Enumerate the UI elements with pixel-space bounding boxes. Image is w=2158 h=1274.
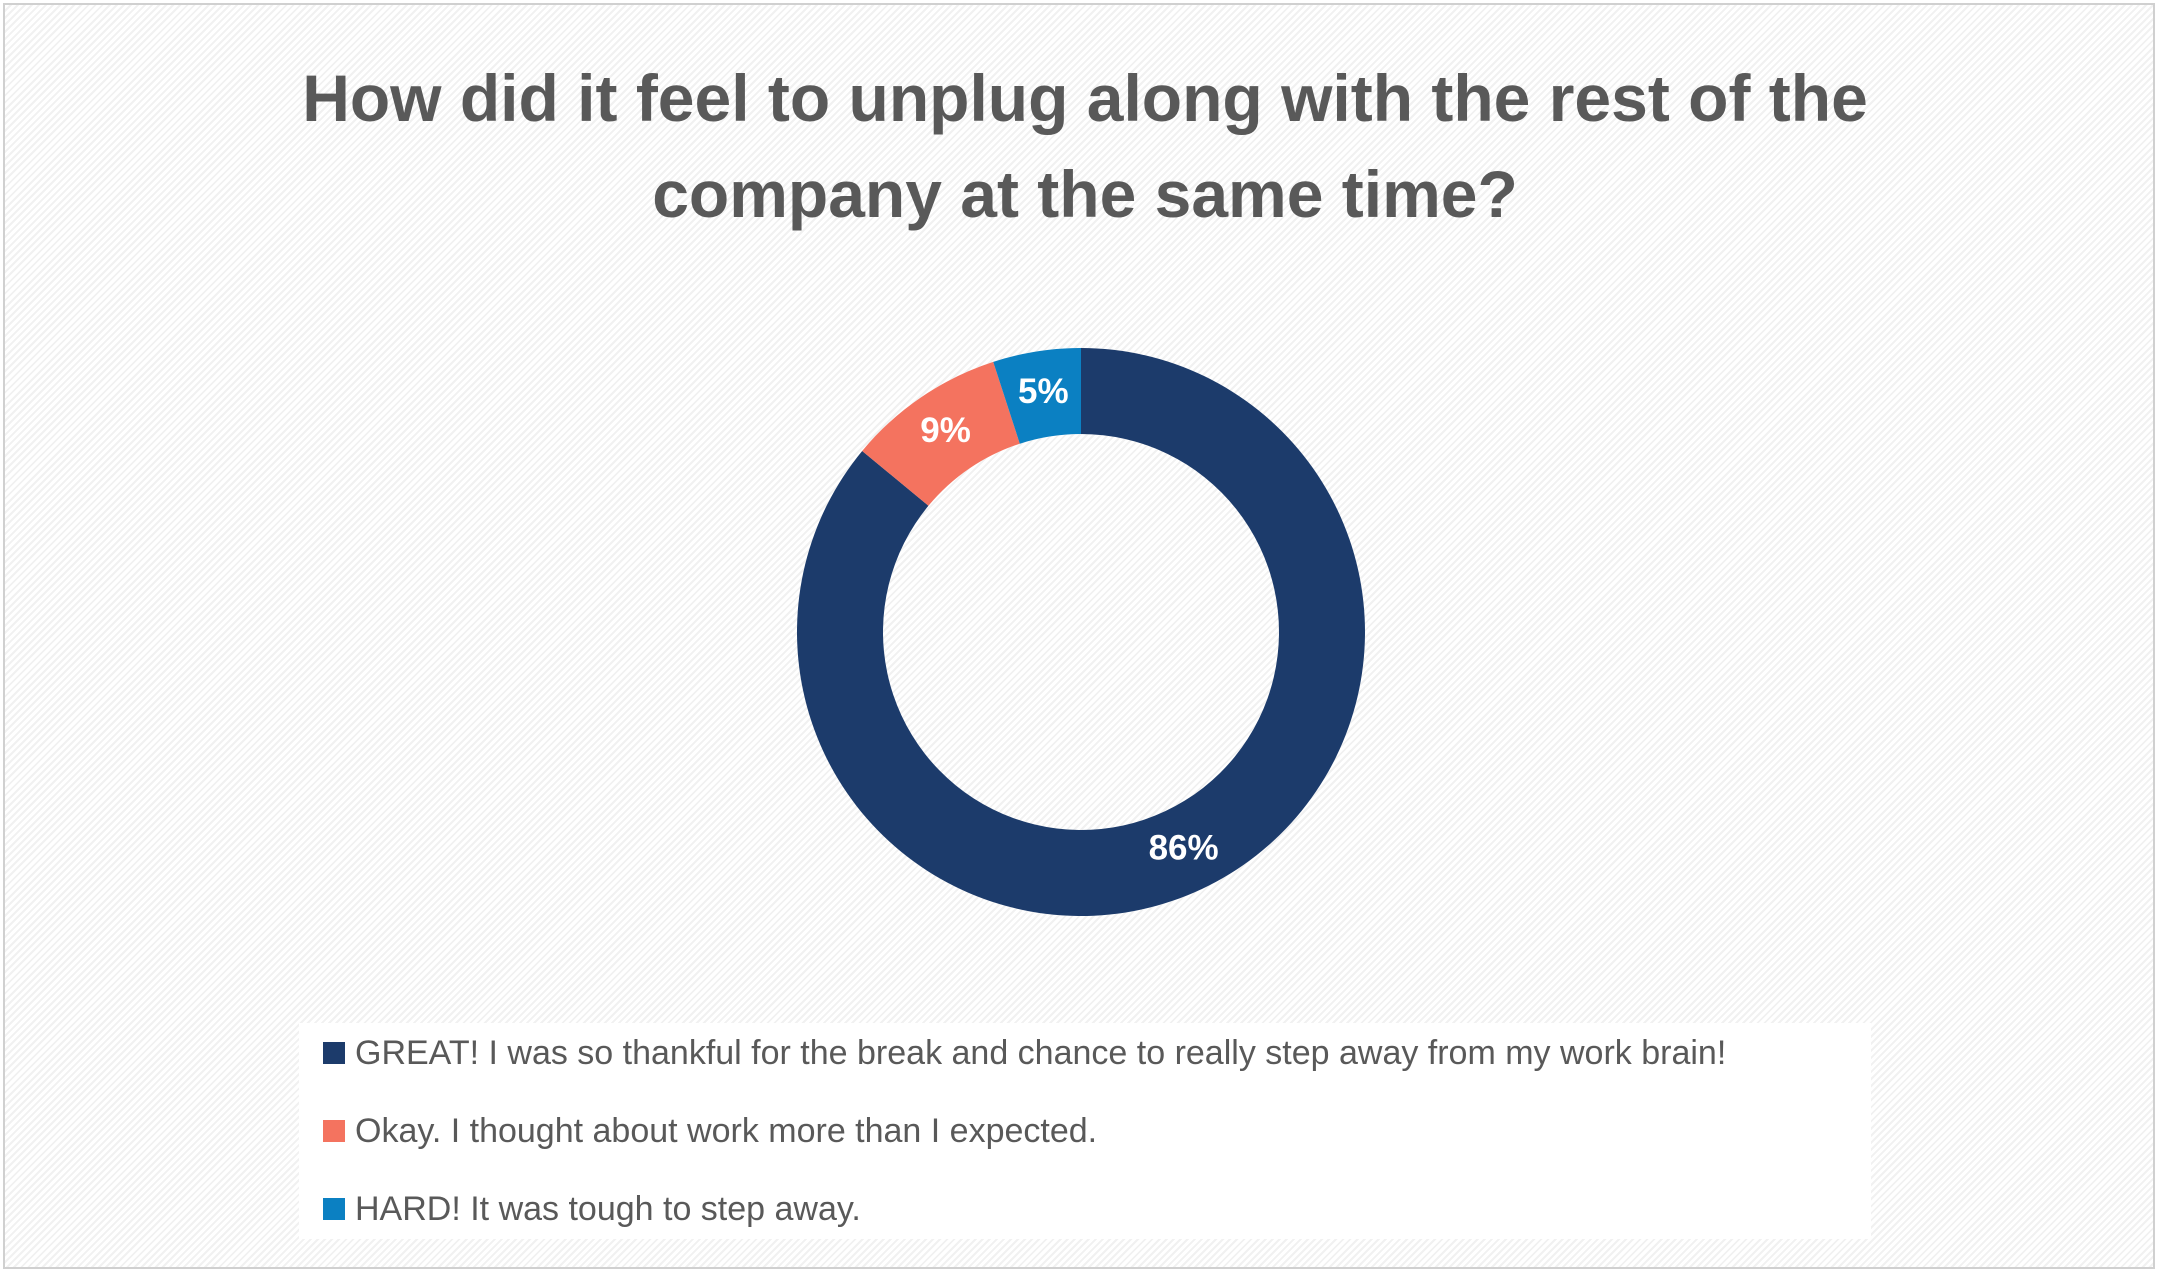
data-label: 86% — [1149, 828, 1219, 867]
legend-entry: Okay. I thought about work more than I e… — [323, 1101, 1097, 1161]
legend-entry: HARD! It was tough to step away. — [323, 1179, 861, 1239]
chart-frame: How did it feel to unplug along with the… — [3, 3, 2155, 1269]
legend-label: GREAT! I was so thankful for the break a… — [355, 1033, 1727, 1072]
donut-segment — [862, 361, 1020, 506]
legend-swatch — [323, 1198, 345, 1220]
legend-swatch — [323, 1042, 345, 1064]
legend: GREAT! I was so thankful for the break a… — [299, 1023, 1871, 1239]
data-label: 9% — [920, 411, 971, 450]
donut-segment — [993, 348, 1081, 444]
chart-title: How did it feel to unplug along with the… — [302, 61, 1868, 231]
legend-swatch — [323, 1120, 345, 1142]
legend-label: HARD! It was tough to step away. — [355, 1189, 861, 1228]
chart-title-box: How did it feel to unplug along with the… — [185, 50, 1985, 242]
legend-label: Okay. I thought about work more than I e… — [355, 1111, 1098, 1150]
data-label: 5% — [1018, 372, 1069, 411]
chart: 86% 9% 5% — [796, 348, 1365, 916]
donut-segment — [796, 348, 1365, 916]
legend-entry: GREAT! I was so thankful for the break a… — [323, 1023, 1726, 1083]
